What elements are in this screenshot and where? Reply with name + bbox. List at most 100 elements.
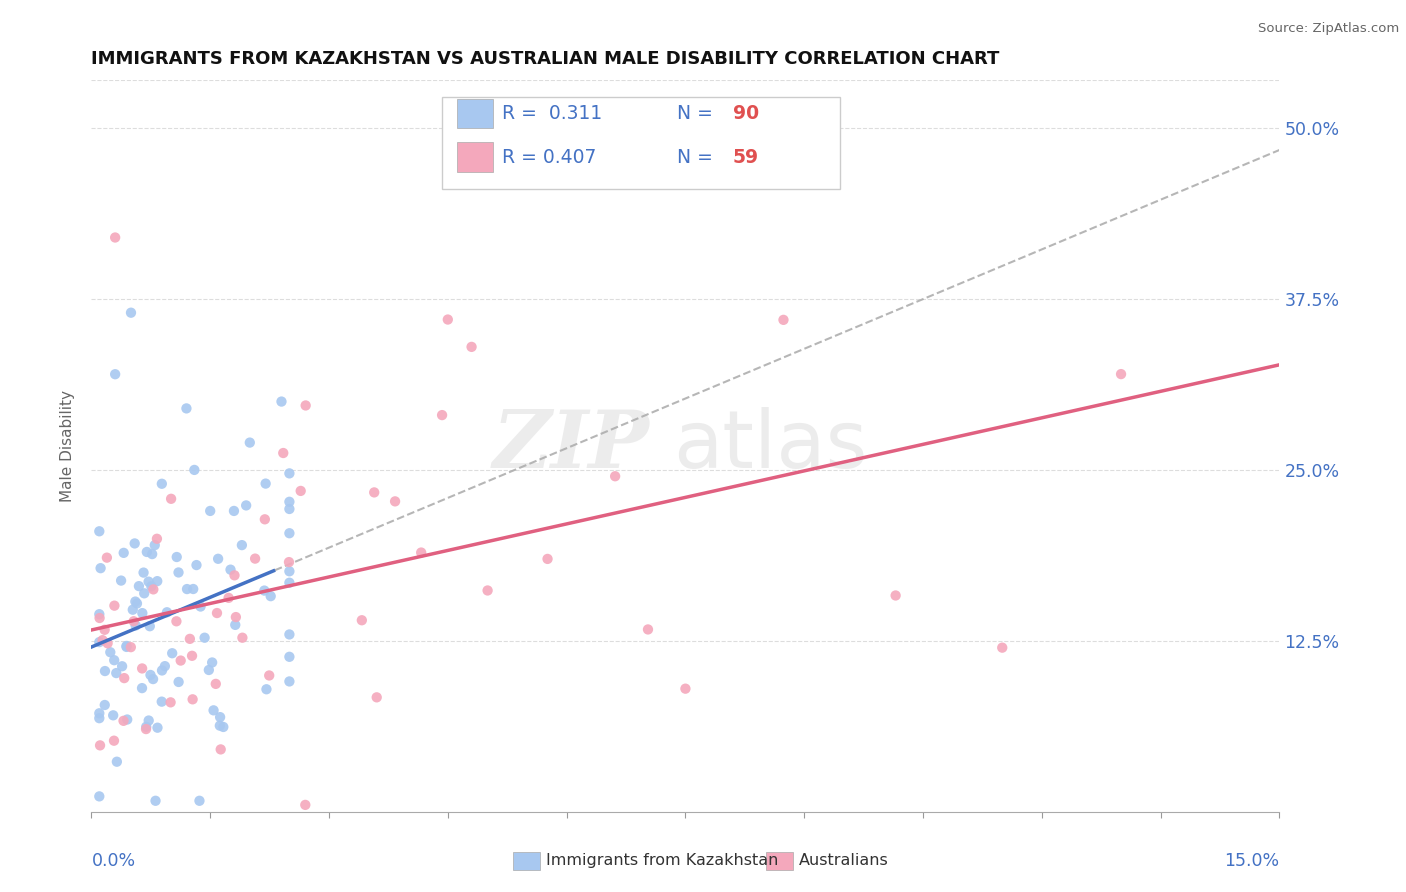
Point <box>94 698 117 712</box>
Point <box>260 589 283 603</box>
Point <box>120 640 142 655</box>
Bar <box>513 852 540 870</box>
Point <box>98 645 121 659</box>
Text: 59: 59 <box>733 147 759 167</box>
Point <box>103 599 125 613</box>
Point <box>156 605 179 619</box>
Text: R =  0.311: R = 0.311 <box>502 103 603 123</box>
Text: N =: N = <box>678 147 718 167</box>
Point <box>89 739 111 753</box>
Point <box>131 661 153 675</box>
Point <box>350 613 373 627</box>
Point <box>160 491 183 506</box>
Point <box>97 636 120 650</box>
Point <box>243 551 266 566</box>
Point <box>200 504 222 518</box>
Point <box>124 618 146 632</box>
Point <box>363 485 385 500</box>
Point <box>167 566 190 580</box>
Point <box>132 566 155 580</box>
Point <box>89 789 111 804</box>
Point <box>101 708 124 723</box>
Point <box>112 546 135 560</box>
Text: atlas: atlas <box>673 407 868 485</box>
Point <box>188 794 211 808</box>
Point <box>150 664 173 678</box>
FancyBboxPatch shape <box>441 97 839 188</box>
Point <box>202 703 225 717</box>
Point <box>160 646 183 660</box>
Point <box>278 467 301 481</box>
Point <box>179 632 201 646</box>
Point <box>884 589 907 603</box>
Point <box>150 476 173 491</box>
Point <box>637 623 659 637</box>
Point <box>460 340 482 354</box>
Text: ZIP: ZIP <box>494 408 650 484</box>
Point <box>205 606 228 620</box>
Point <box>146 532 169 546</box>
Point <box>231 631 253 645</box>
Point <box>673 681 696 696</box>
Point <box>135 722 157 736</box>
Point <box>231 538 253 552</box>
Point <box>181 582 204 596</box>
Point <box>366 690 388 705</box>
Point <box>181 692 204 706</box>
Point <box>165 615 187 629</box>
Point <box>89 635 111 649</box>
Point <box>125 597 148 611</box>
Point <box>142 672 165 686</box>
Point <box>135 720 157 734</box>
Point <box>183 463 205 477</box>
Point <box>170 654 193 668</box>
Point <box>138 574 160 589</box>
Point <box>278 649 301 664</box>
Point <box>131 606 153 620</box>
Point <box>278 555 301 569</box>
Point <box>93 623 115 637</box>
Point <box>204 677 226 691</box>
Point <box>198 663 221 677</box>
Point <box>89 706 111 721</box>
Point <box>436 312 458 326</box>
Point <box>145 794 167 808</box>
Point <box>224 568 246 582</box>
Point <box>1109 367 1132 381</box>
Point <box>166 549 188 564</box>
Text: R = 0.407: R = 0.407 <box>502 147 596 167</box>
Point <box>256 682 278 697</box>
Point <box>150 695 173 709</box>
Point <box>115 639 138 653</box>
Text: Source: ZipAtlas.com: Source: ZipAtlas.com <box>1258 22 1399 36</box>
FancyBboxPatch shape <box>457 99 494 128</box>
Point <box>139 619 162 633</box>
Text: 15.0%: 15.0% <box>1225 852 1279 870</box>
Point <box>218 591 240 605</box>
Point <box>134 586 156 600</box>
Text: 90: 90 <box>733 103 759 123</box>
Point <box>94 664 117 678</box>
Point <box>128 579 150 593</box>
Point <box>159 695 181 709</box>
Point <box>141 579 163 593</box>
Point <box>209 742 232 756</box>
Point <box>103 653 125 667</box>
Point <box>138 714 160 728</box>
Point <box>411 545 433 559</box>
Point <box>104 230 127 244</box>
Point <box>235 499 257 513</box>
Point <box>271 446 294 460</box>
Text: 0.0%: 0.0% <box>91 852 135 870</box>
Point <box>91 633 114 648</box>
Point <box>294 399 316 413</box>
Point <box>105 755 128 769</box>
Point <box>239 435 262 450</box>
Point <box>754 176 776 190</box>
Point <box>254 476 277 491</box>
Point <box>122 614 145 628</box>
Point <box>477 583 499 598</box>
Bar <box>766 852 793 870</box>
Point <box>89 611 111 625</box>
Point <box>115 713 138 727</box>
